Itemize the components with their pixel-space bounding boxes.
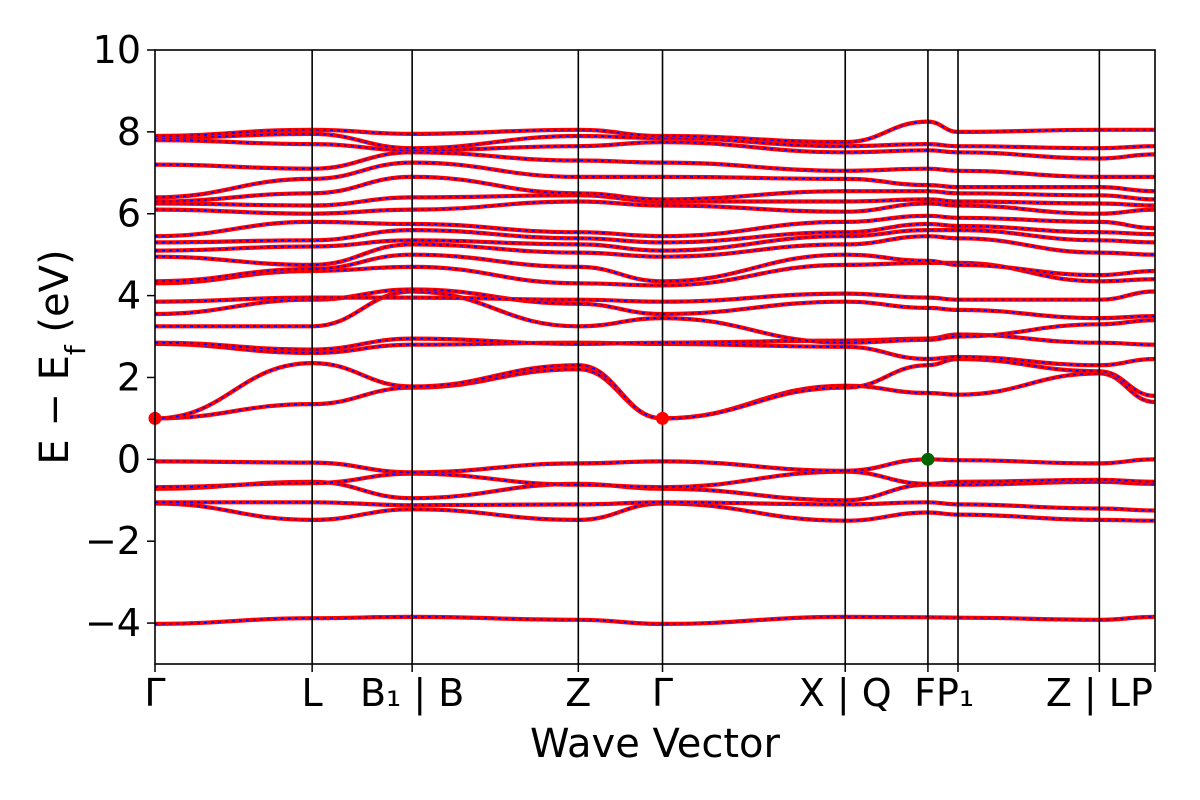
x-axis-title: Wave Vector [530,721,781,767]
band-line-21 [155,174,1155,204]
band-overlay-14 [155,253,1155,283]
x-tick-label-4: Γ [652,671,673,715]
y-tick-label-1: −2 [85,519,141,563]
band-line-2 [155,500,1155,513]
kpoint-lines [311,50,1101,664]
band-overlay-26 [155,120,1155,143]
band-overlay-20 [155,194,1155,207]
band-overlay-0 [155,616,1155,625]
cbm-marker-1 [656,411,670,425]
x-tick-label-6: F [914,671,936,715]
band-overlay-24 [155,139,1155,160]
band-line-11 [155,287,1155,321]
y-tick-label-4: 4 [117,274,141,318]
band-line-9 [155,332,1155,352]
band-overlay-23 [155,151,1155,178]
y-tick-label-6: 8 [117,110,141,154]
y-axis-ticks: −4 −2 0 2 4 6 8 10 [85,28,155,645]
band-line-0 [155,614,1155,627]
band-line-6 [155,367,1155,421]
band-overlay-7 [155,358,1155,420]
y-tick-label-5: 6 [117,192,141,236]
x-tick-label-2: B₁ | B [360,671,464,716]
vbm-marker-2 [921,452,935,466]
band-overlay-19 [155,200,1155,215]
band-overlay-6 [155,368,1155,420]
y-tick-label-2: 0 [117,437,141,481]
band-line-10 [155,289,1155,345]
band-overlay-16 [155,229,1155,252]
band-overlay-5 [155,458,1155,474]
y-tick-label-0: −4 [85,601,141,645]
band-overlay-2 [155,501,1155,512]
bands-layer [155,119,1155,627]
x-tick-label-8: Z | LP [1046,671,1153,716]
band-overlay-18 [155,214,1155,238]
plot-frame [154,49,1156,665]
x-tick-label-5: X | Q [799,671,892,716]
band-line-3 [155,479,1155,503]
band-line-23 [155,150,1155,180]
band-line-24 [155,138,1155,161]
band-edge-markers [148,411,935,466]
band-overlay-17 [155,223,1155,244]
y-tick-label-3: 2 [117,355,141,399]
band-overlay-9 [155,333,1155,351]
x-axis-ticks: Γ L B₁ | B Z Γ X | Q F P₁ Z | LP [144,664,1156,716]
band-line-5 [155,457,1155,475]
band-overlay-4 [155,470,1155,489]
x-tick-label-1: L [302,671,323,715]
band-line-15 [155,234,1155,268]
y-tick-label-7: 10 [93,28,141,72]
band-line-12 [155,289,1155,304]
x-tick-label-3: Z [565,671,591,715]
x-tick-label-0: Γ [144,671,165,715]
y-axis-title: E − Ef (eV) [32,249,92,464]
x-tick-label-7: P₁ [936,671,974,715]
band-line-22 [155,160,1155,200]
